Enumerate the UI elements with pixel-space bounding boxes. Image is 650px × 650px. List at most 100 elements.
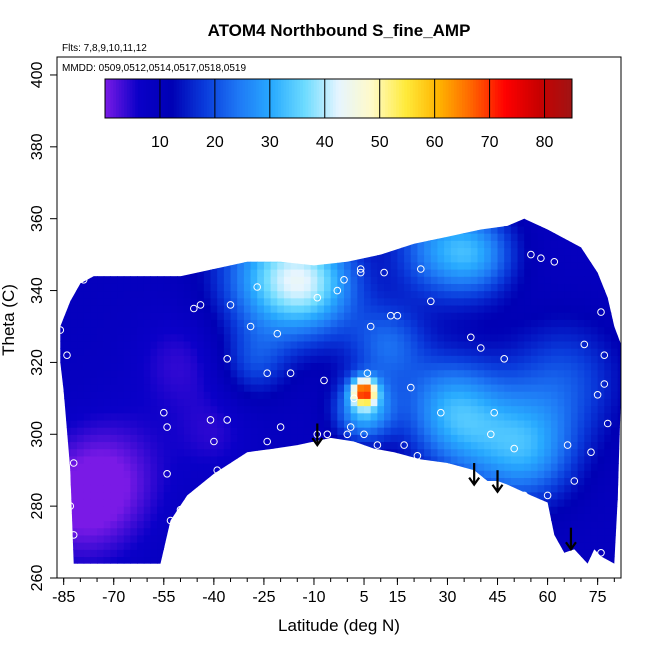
- field-cell: [210, 218, 218, 227]
- field-cell: [390, 412, 398, 421]
- colorbar-segment: [212, 79, 216, 118]
- field-cell: [490, 520, 499, 529]
- field-cell: [477, 283, 485, 292]
- field-cell: [70, 261, 78, 270]
- field-cell: [410, 355, 419, 364]
- field-cell: [357, 247, 365, 256]
- field-cell: [597, 441, 605, 450]
- colorbar-segment: [143, 79, 147, 118]
- field-cell: [210, 520, 218, 529]
- field-cell: [610, 491, 619, 500]
- field-cell: [377, 527, 385, 536]
- field-cell: [364, 506, 372, 514]
- field-cell: [484, 268, 492, 277]
- field-cell: [417, 391, 425, 399]
- field-cell: [404, 448, 412, 457]
- field-cell: [237, 304, 245, 313]
- field-cell: [210, 247, 218, 256]
- field-cell: [170, 391, 178, 399]
- field-cell: [577, 484, 585, 493]
- field-cell: [277, 218, 285, 227]
- field-cell: [517, 463, 525, 471]
- field-cell: [197, 283, 205, 292]
- field-cell: [390, 455, 398, 464]
- field-cell: [183, 484, 192, 493]
- field-cell: [110, 427, 118, 435]
- colorbar-segment: [445, 79, 449, 118]
- field-cell: [484, 455, 492, 464]
- field-cell: [350, 304, 358, 313]
- colorbar-segment: [382, 79, 386, 118]
- field-cell: [270, 549, 278, 558]
- field-cell: [530, 312, 539, 320]
- field-cell: [370, 225, 378, 234]
- field-cell: [330, 225, 338, 234]
- sample-point: [333, 286, 342, 295]
- field-cell: [550, 520, 559, 529]
- field-cell: [110, 240, 118, 249]
- field-cell: [183, 297, 192, 306]
- field-cell: [424, 290, 432, 299]
- field-cell: [437, 218, 445, 227]
- field-cell: [270, 498, 278, 507]
- field-cell: [537, 427, 545, 435]
- field-cell: [183, 441, 192, 450]
- field-cell: [477, 247, 485, 256]
- field-cell: [197, 427, 205, 435]
- field-cell: [263, 448, 272, 457]
- colorbar: 10 20 30 40 50 60 70 80: [104, 78, 573, 151]
- field-cell: [550, 412, 559, 421]
- field-cell: [60, 283, 65, 292]
- field-cell: [437, 290, 445, 299]
- field-cell: [510, 254, 519, 263]
- field-cell: [223, 340, 232, 349]
- field-cell: [370, 470, 378, 478]
- field-cell: [330, 527, 338, 536]
- field-cell: [417, 534, 425, 543]
- field-cell: [63, 477, 71, 486]
- field-cell: [210, 534, 218, 543]
- field-cell: [390, 542, 398, 550]
- field-cell: [70, 491, 78, 500]
- field-cell: [283, 376, 292, 385]
- field-cell: [277, 412, 285, 421]
- field-cell: [203, 506, 212, 514]
- field-cell: [424, 470, 432, 478]
- field-cell: [210, 304, 218, 313]
- field-cell: [143, 434, 152, 443]
- field-cell: [564, 340, 572, 349]
- field-cell: [217, 319, 225, 328]
- field-cell: [257, 218, 265, 220]
- field-cell: [397, 506, 405, 514]
- field-cell: [424, 520, 432, 529]
- field-cell: [377, 261, 385, 270]
- field-cell: [83, 319, 91, 328]
- field-cell: [397, 427, 405, 435]
- field-cell: [123, 506, 132, 514]
- field-cell: [97, 276, 105, 284]
- field-cell: [490, 434, 499, 443]
- field-cell: [450, 268, 459, 277]
- field-cell: [317, 527, 325, 536]
- field-cell: [163, 556, 172, 564]
- field-cell: [470, 319, 479, 328]
- field-cell: [424, 240, 432, 249]
- field-cell: [390, 376, 398, 385]
- field-cell: [417, 463, 425, 471]
- field-cell: [237, 391, 245, 399]
- field-cell: [257, 304, 265, 313]
- field-cell: [337, 247, 345, 256]
- field-cell: [557, 268, 565, 277]
- field-cell: [210, 498, 218, 507]
- field-cell: [223, 355, 232, 364]
- field-cell: [223, 283, 232, 292]
- field-cell: [484, 218, 492, 227]
- field-cell: [350, 355, 358, 364]
- field-cell: [490, 455, 499, 464]
- field-cell: [297, 362, 305, 371]
- field-cell: [203, 556, 212, 564]
- field-cell: [237, 326, 245, 335]
- colorbar-tick-label: 80: [536, 134, 554, 151]
- field-cell: [230, 233, 238, 241]
- field-cell: [544, 542, 552, 550]
